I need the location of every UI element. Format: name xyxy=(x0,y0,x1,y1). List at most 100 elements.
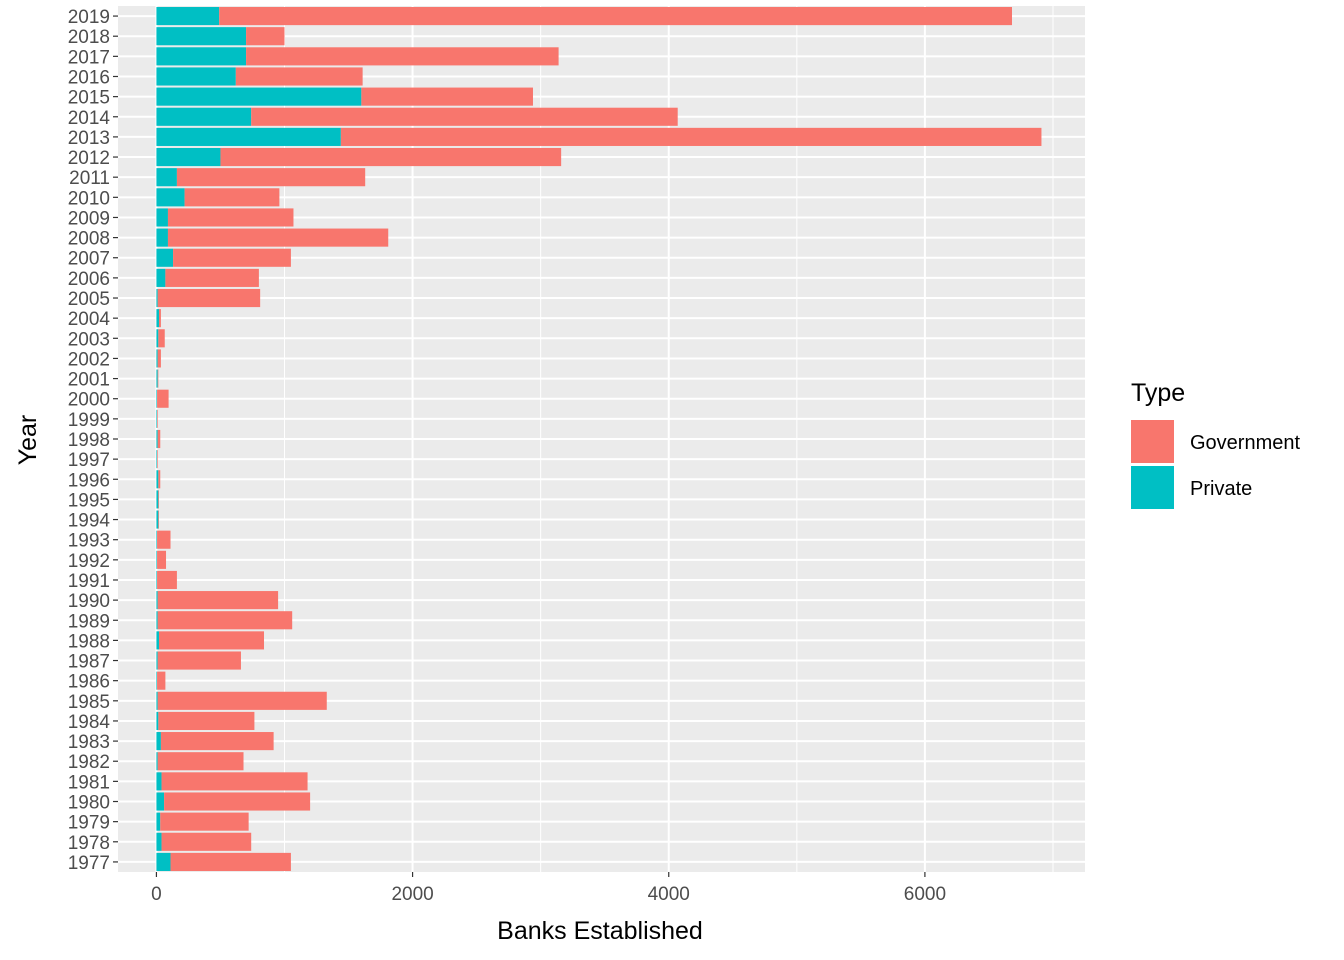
bar-private-1987 xyxy=(156,651,158,670)
y-tick-label-2017: 2017 xyxy=(68,47,110,68)
bar-private-1994 xyxy=(156,510,159,529)
bar-government-2017 xyxy=(246,47,559,66)
bar-government-2015 xyxy=(361,87,533,106)
bar-government-1985 xyxy=(157,691,327,710)
bar-government-2000 xyxy=(157,389,169,408)
bar-government-1999 xyxy=(157,409,158,428)
bar-government-2019 xyxy=(219,7,1012,26)
bar-private-2016 xyxy=(156,67,236,86)
bar-private-1983 xyxy=(156,732,161,751)
bar-private-2007 xyxy=(156,248,174,267)
y-tick-label-2010: 2010 xyxy=(68,188,110,209)
bar-government-2004 xyxy=(158,309,161,328)
x-tick-label-6000: 6000 xyxy=(904,884,946,905)
bar-government-2014 xyxy=(251,107,678,126)
bar-government-1986 xyxy=(157,671,166,690)
bar-private-1977 xyxy=(156,852,171,871)
y-tick-label-2013: 2013 xyxy=(68,128,110,149)
bar-government-1992 xyxy=(157,550,167,569)
y-tick-label-1990: 1990 xyxy=(68,591,110,612)
bar-private-2006 xyxy=(156,268,166,287)
bar-government-2016 xyxy=(235,67,363,86)
y-tick-label-2012: 2012 xyxy=(68,148,110,169)
bar-private-1992 xyxy=(156,550,158,569)
y-tick-label-2011: 2011 xyxy=(69,168,110,189)
bar-private-2009 xyxy=(156,208,168,227)
bar-government-1998 xyxy=(157,429,161,449)
y-tick-label-2016: 2016 xyxy=(68,67,110,88)
bar-private-2004 xyxy=(156,309,159,328)
bar-private-2011 xyxy=(156,168,177,187)
y-tick-label-1982: 1982 xyxy=(68,752,110,773)
bar-government-2008 xyxy=(167,228,389,247)
y-tick-label-1979: 1979 xyxy=(68,813,110,834)
bar-private-1982 xyxy=(156,752,158,771)
bar-government-1987 xyxy=(157,651,241,670)
bar-private-1981 xyxy=(156,772,162,791)
bar-government-1983 xyxy=(160,732,274,751)
bar-private-2013 xyxy=(156,127,341,146)
legend-label-private: Private xyxy=(1190,478,1252,500)
y-tick-label-1993: 1993 xyxy=(68,531,110,552)
bar-private-1999 xyxy=(156,409,158,428)
bar-government-2002 xyxy=(157,349,161,368)
x-tick-label-2000: 2000 xyxy=(391,884,433,905)
y-tick-label-2000: 2000 xyxy=(68,390,110,411)
bar-private-2012 xyxy=(156,147,221,167)
bar-private-2003 xyxy=(156,329,159,348)
y-tick-label-2001: 2001 xyxy=(68,370,110,391)
bar-private-2008 xyxy=(156,228,168,247)
y-tick-label-1987: 1987 xyxy=(68,652,110,673)
y-tick-label-2006: 2006 xyxy=(68,269,110,290)
bar-private-1988 xyxy=(156,631,159,650)
bar-government-2010 xyxy=(184,188,280,207)
bar-private-1998 xyxy=(156,429,158,449)
y-tick-label-2007: 2007 xyxy=(68,249,110,270)
bar-government-2011 xyxy=(176,168,366,187)
x-axis-title: Banks Established xyxy=(497,917,703,945)
bar-private-1986 xyxy=(156,671,158,690)
bar-private-2019 xyxy=(156,7,220,26)
y-tick-label-1978: 1978 xyxy=(68,833,110,854)
y-tick-label-2019: 2019 xyxy=(68,7,110,28)
bar-private-1984 xyxy=(156,711,159,731)
bar-government-2001 xyxy=(157,369,159,388)
y-tick-label-1996: 1996 xyxy=(68,470,110,491)
bar-government-1989 xyxy=(157,611,293,630)
y-tick-label-1980: 1980 xyxy=(68,793,110,814)
bar-government-1981 xyxy=(161,772,308,791)
y-tick-label-2002: 2002 xyxy=(68,349,110,370)
bar-government-1994 xyxy=(158,510,159,529)
y-tick-label-2003: 2003 xyxy=(68,329,110,350)
legend: Type Government Private xyxy=(1131,379,1300,509)
legend-swatch-private xyxy=(1131,466,1174,509)
y-tick-label-1992: 1992 xyxy=(68,551,110,572)
bar-government-1977 xyxy=(170,852,291,871)
bar-private-2002 xyxy=(156,349,158,368)
y-tick-label-2004: 2004 xyxy=(68,309,111,330)
legend-label-government: Government xyxy=(1190,432,1300,454)
y-axis-ticks: 1977197819791980198119821983198419851986… xyxy=(68,7,118,874)
bar-government-1984 xyxy=(158,711,255,731)
y-tick-label-1994: 1994 xyxy=(68,511,111,532)
bars xyxy=(156,7,1042,871)
y-tick-label-1986: 1986 xyxy=(68,672,110,693)
bar-government-1990 xyxy=(157,591,279,610)
bar-government-1988 xyxy=(158,631,265,650)
bar-government-2018 xyxy=(246,27,285,46)
bar-private-1993 xyxy=(156,530,158,549)
bar-government-2009 xyxy=(167,208,294,227)
bar-private-2014 xyxy=(156,107,252,126)
bar-government-2005 xyxy=(157,288,261,308)
legend-title: Type xyxy=(1131,379,1185,407)
y-tick-label-2018: 2018 xyxy=(68,27,110,48)
bar-private-1990 xyxy=(156,591,158,610)
bar-private-2005 xyxy=(156,288,158,308)
bar-government-1982 xyxy=(157,752,244,771)
bar-private-1996 xyxy=(156,470,159,489)
bar-private-1985 xyxy=(156,691,158,710)
bar-government-1991 xyxy=(157,570,177,590)
y-tick-label-2015: 2015 xyxy=(68,88,110,109)
y-tick-label-1991: 1991 xyxy=(68,571,110,592)
